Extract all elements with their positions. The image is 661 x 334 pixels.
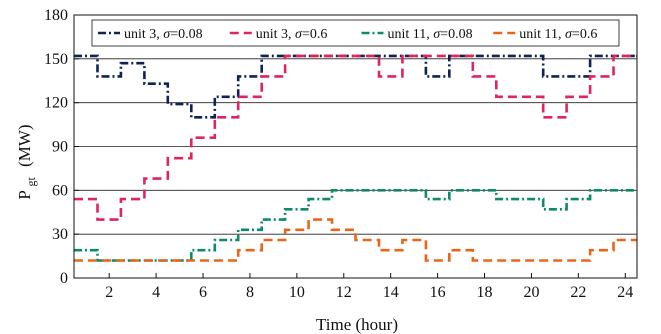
x-tick-label: 14 [383, 284, 399, 301]
legend-label-3: unit 11, σ=0.08 [388, 27, 473, 42]
legend: unit 3, σ=0.08 unit 3, σ=0.6 unit 11, σ=0.… [91, 19, 620, 47]
series-line-4 [74, 218, 637, 262]
legend-label-2: unit 3, σ=0.6 [256, 27, 328, 42]
y-axis-title: P gt (MW) [15, 124, 39, 199]
x-tick-label: 18 [477, 284, 493, 301]
x-tick-label: 24 [617, 284, 633, 301]
x-tick-label: 2 [105, 284, 113, 301]
x-tick-label: 8 [246, 284, 254, 301]
x-tick-label: 20 [523, 284, 539, 301]
legend-label-4: unit 11, σ=0.6 [519, 27, 597, 42]
x-tick-label: 16 [430, 284, 446, 301]
y-tick-label: 90 [52, 139, 68, 156]
y-axis-title-base: P [15, 191, 34, 200]
y-tick-label: 150 [44, 51, 68, 68]
x-axis-title: Time (hour) [316, 315, 398, 334]
y-axis-title-unit: (MW) [15, 124, 34, 166]
series-line-2 [74, 54, 637, 221]
series-lines [74, 54, 637, 262]
legend-box [91, 19, 620, 47]
legend-label-1: unit 3, σ=0.08 [124, 27, 203, 42]
gridlines [74, 58, 637, 235]
x-tick-label: 12 [336, 284, 352, 301]
series-line-1 [74, 54, 637, 119]
y-tick-label: 120 [44, 95, 68, 112]
y-tick-label: 0 [60, 270, 68, 287]
y-axis-title-sub: gt [24, 177, 38, 187]
x-tick-label: 10 [289, 284, 305, 301]
y-tick-label: 30 [52, 226, 68, 243]
x-tick-label: 22 [570, 284, 586, 301]
y-tick-label: 180 [44, 7, 68, 24]
x-tick-label: 6 [199, 284, 207, 301]
series-line-3 [74, 189, 637, 262]
x-tick-label: 4 [152, 284, 160, 301]
y-tick-label: 60 [52, 182, 68, 199]
